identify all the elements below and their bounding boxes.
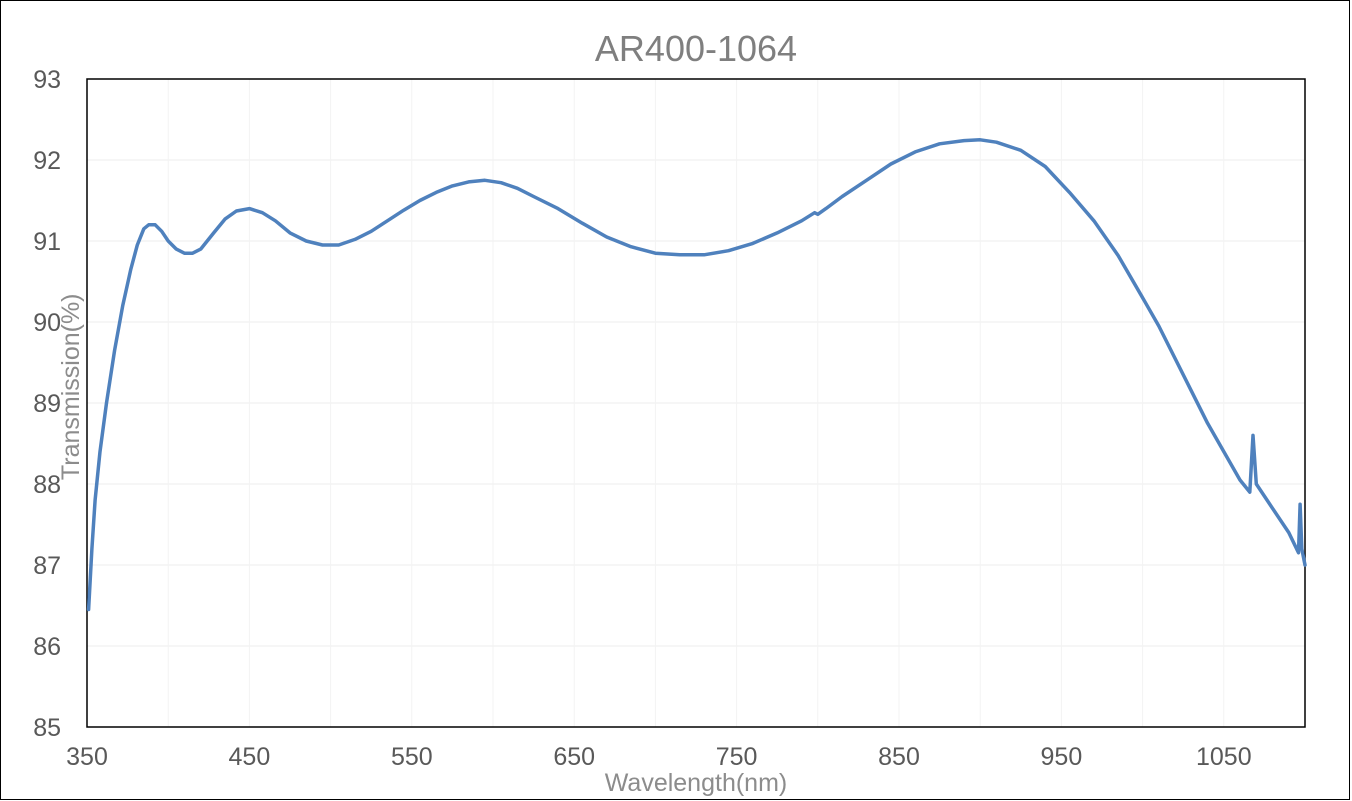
y-tick-label: 91 <box>33 228 61 256</box>
series-line-1 <box>86 138 1307 612</box>
x-tick-label: 850 <box>878 743 920 771</box>
x-tick-label: 950 <box>1041 743 1083 771</box>
y-tick-label: 86 <box>33 633 61 661</box>
y-tick-label: 85 <box>33 714 61 742</box>
x-axis-title: Wavelength(nm) <box>605 769 787 797</box>
y-tick-label: 89 <box>33 390 61 418</box>
x-tick-label: 550 <box>391 743 433 771</box>
x-tick-label: 450 <box>229 743 271 771</box>
y-tick-label: 90 <box>33 309 61 337</box>
x-tick-label: 650 <box>553 743 595 771</box>
grid-layer <box>86 78 1306 728</box>
y-tick-label: 87 <box>33 552 61 580</box>
plot-area-border <box>86 78 1306 728</box>
x-tick-label: 350 <box>66 743 108 771</box>
tick-layer: 85 86 87 88 89 90 91 92 93 350 450 550 650 750 850 950 1… <box>33 66 1251 771</box>
x-tick-label: 750 <box>716 743 758 771</box>
y-tick-label: 88 <box>33 471 61 499</box>
series-layer <box>86 138 1307 612</box>
y-tick-label: 93 <box>33 66 61 94</box>
y-axis-title: Transmission(%) <box>57 293 85 480</box>
chart-title: AR400-1064 <box>595 28 797 69</box>
y-tick-label: 92 <box>33 147 61 175</box>
x-tick-label: 1050 <box>1196 743 1252 771</box>
